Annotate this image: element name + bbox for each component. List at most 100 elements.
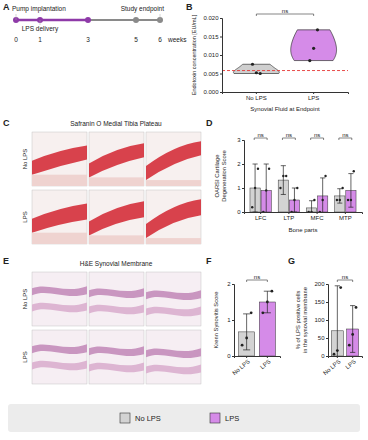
x-tick: LPS (308, 92, 319, 101)
bone-tissue (32, 175, 87, 186)
axis-title: Synovial Fluid at Endpoint (250, 106, 320, 112)
panel-title: H&E Synovial Membrane (80, 260, 153, 268)
cartilage-stain (146, 199, 201, 238)
tick-label: No LPS (231, 358, 251, 376)
tick-mark (220, 37, 222, 38)
data-point (293, 199, 295, 201)
axis-line (220, 19, 223, 93)
y-axis: 012 (227, 281, 234, 359)
tick-label: 150 (314, 299, 325, 305)
row-label: No LPS (22, 149, 28, 170)
tick-label: 50 (318, 335, 325, 341)
legend: No LPSLPS (8, 404, 360, 432)
tick-mark (246, 356, 247, 358)
tick-label: No LPS (246, 95, 267, 101)
annotation: ns (286, 132, 292, 138)
panel-label: F (206, 256, 212, 266)
error-line (266, 164, 267, 212)
tick-label: LPS (344, 358, 357, 370)
y-tick: 0 (321, 353, 328, 359)
tick-label: LPS (308, 95, 319, 101)
data-point (312, 47, 315, 50)
tick-label: 0.020 (203, 15, 219, 21)
x-axis: No LPSLPS (322, 356, 363, 376)
data-point (351, 333, 354, 336)
histology-image (32, 190, 87, 244)
histology-image (89, 190, 144, 244)
tick-label: 0 (227, 353, 231, 359)
error-bar (292, 188, 297, 212)
violin (291, 30, 337, 61)
error-cap (335, 285, 340, 286)
tick-mark (220, 18, 222, 19)
image-frame (89, 190, 144, 244)
tick-mark (242, 140, 244, 141)
legend-swatch (120, 413, 130, 423)
axis-line (223, 93, 349, 95)
data-point (279, 187, 281, 189)
error-bar (350, 306, 355, 353)
axis-title: in the synovial membrane (302, 287, 308, 353)
error-line (339, 189, 340, 203)
significance-bracket (337, 280, 352, 282)
x-tick: LPS (344, 356, 357, 370)
data-point (255, 71, 258, 74)
tissue-band (89, 362, 144, 372)
y-tick: 2 (237, 161, 244, 167)
panel-title: Safranin O Medial Tibia Plateau (70, 120, 162, 127)
data-point (296, 187, 298, 189)
y-tick: 50 (318, 335, 328, 341)
data-point (350, 199, 352, 201)
error-cap (350, 352, 355, 353)
significance-bracket (254, 138, 267, 140)
data-point (316, 28, 319, 31)
cartilage-stain (89, 201, 144, 235)
bone-tissue (146, 238, 201, 244)
event-tick (160, 14, 161, 20)
bone-tissue (146, 180, 201, 186)
histology-image (89, 132, 144, 186)
y-tick: 150 (314, 299, 328, 305)
y-tick: 0.010 (203, 52, 222, 58)
y-tick: 0.005 (203, 71, 222, 77)
significance-bracket (247, 280, 268, 282)
unit-label: weeks (167, 36, 187, 43)
error-line (246, 314, 247, 350)
image-frame (32, 330, 87, 384)
tissue-band (32, 302, 87, 312)
bar-chart: 050100150200No LPSLPS% of LPS positive c… (295, 274, 363, 377)
significance-bracket (311, 138, 324, 140)
plot-area (331, 286, 358, 356)
error-cap (350, 305, 355, 306)
data-point (265, 189, 267, 191)
data-point (262, 211, 264, 212)
error-bar (337, 189, 342, 203)
data-point (261, 311, 264, 314)
data-point (336, 349, 339, 352)
x-tick: LPS (259, 356, 272, 370)
histology-image (89, 330, 144, 384)
tick-mark (232, 320, 234, 321)
tick-mark (326, 320, 328, 321)
data-point (319, 211, 321, 212)
histology-image (146, 330, 201, 384)
error-bar (264, 164, 269, 212)
data-point (353, 170, 355, 172)
data-point (268, 168, 270, 170)
data-point (348, 344, 351, 347)
image-frame (32, 272, 87, 326)
reference-line (222, 70, 348, 71)
error-cap (243, 349, 250, 350)
significance-bracket (282, 138, 295, 140)
data-point (270, 290, 273, 293)
data-point (307, 211, 309, 212)
error-cap (253, 164, 258, 165)
event-label: LPS delivery (22, 25, 59, 33)
x-tick: No LPS (246, 92, 267, 101)
axis-title: Degeneration Score (221, 150, 227, 202)
tissue-band (32, 286, 87, 296)
tick-label: 1 (227, 317, 231, 323)
tissue-band (146, 290, 201, 300)
error-bar (309, 201, 314, 212)
tick-mark (313, 92, 314, 94)
